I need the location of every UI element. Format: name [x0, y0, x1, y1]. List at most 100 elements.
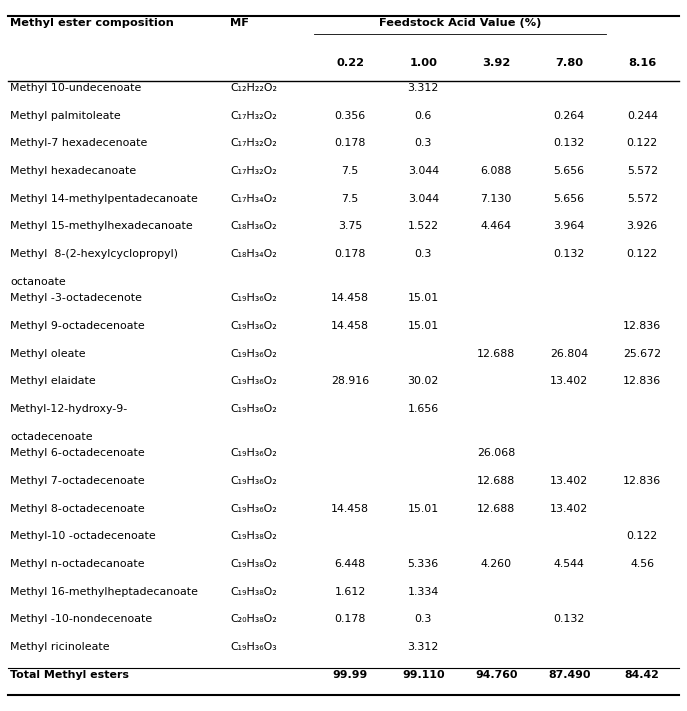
- Text: 0.178: 0.178: [335, 249, 366, 260]
- Text: 30.02: 30.02: [407, 376, 439, 386]
- Text: C₁₉H₃₆O₂: C₁₉H₃₆O₂: [230, 321, 277, 331]
- Text: C₁₉H₃₆O₂: C₁₉H₃₆O₂: [230, 448, 277, 458]
- Text: 3.312: 3.312: [407, 642, 439, 652]
- Text: C₁₉H₃₈O₂: C₁₉H₃₈O₂: [230, 587, 277, 597]
- Text: Feedstock Acid Value (%): Feedstock Acid Value (%): [379, 18, 541, 28]
- Text: 12.836: 12.836: [623, 476, 662, 486]
- Text: 3.75: 3.75: [338, 222, 362, 232]
- Text: C₁₉H₃₆O₂: C₁₉H₃₆O₂: [230, 476, 277, 486]
- Text: 4.260: 4.260: [481, 559, 512, 569]
- Text: Methyl 9-octadecenoate: Methyl 9-octadecenoate: [10, 321, 145, 331]
- Text: 0.264: 0.264: [554, 111, 585, 121]
- Text: Methyl 16-methylheptadecanoate: Methyl 16-methylheptadecanoate: [10, 587, 199, 597]
- Text: 4.544: 4.544: [554, 559, 585, 569]
- Text: 8.16: 8.16: [628, 58, 656, 68]
- Text: 0.356: 0.356: [335, 111, 366, 121]
- Text: C₁₉H₃₆O₂: C₁₉H₃₆O₂: [230, 404, 277, 414]
- Text: C₁₂H₂₂O₂: C₁₂H₂₂O₂: [230, 83, 277, 93]
- Text: Methyl oleate: Methyl oleate: [10, 348, 86, 358]
- Text: 0.178: 0.178: [335, 139, 366, 149]
- Text: C₁₇H₃₄O₂: C₁₇H₃₄O₂: [230, 194, 277, 204]
- Text: 7.80: 7.80: [555, 58, 583, 68]
- Text: Methyl 15-methylhexadecanoate: Methyl 15-methylhexadecanoate: [10, 222, 193, 232]
- Text: C₁₉H₃₆O₂: C₁₉H₃₆O₂: [230, 348, 277, 358]
- Text: C₂₀H₃₈O₂: C₂₀H₃₈O₂: [230, 614, 277, 624]
- Text: 25.672: 25.672: [623, 348, 662, 358]
- Text: 99.110: 99.110: [402, 670, 444, 680]
- Text: C₁₇H₃₂O₂: C₁₇H₃₂O₂: [230, 166, 277, 176]
- Text: 3.926: 3.926: [627, 222, 658, 232]
- Text: Methyl palmitoleate: Methyl palmitoleate: [10, 111, 121, 121]
- Text: 5.336: 5.336: [407, 559, 439, 569]
- Text: 1.612: 1.612: [335, 587, 366, 597]
- Text: 15.01: 15.01: [407, 503, 439, 513]
- Text: 1.334: 1.334: [407, 587, 439, 597]
- Text: 12.688: 12.688: [477, 476, 515, 486]
- Text: 0.122: 0.122: [627, 531, 658, 541]
- Text: C₁₉H₃₈O₂: C₁₉H₃₈O₂: [230, 559, 277, 569]
- Text: 1.656: 1.656: [407, 404, 439, 414]
- Text: 12.836: 12.836: [623, 321, 662, 331]
- Text: 0.132: 0.132: [554, 249, 585, 260]
- Text: 4.464: 4.464: [481, 222, 512, 232]
- Text: C₁₈H₃₄O₂: C₁₈H₃₄O₂: [230, 249, 277, 260]
- Text: octanoate: octanoate: [10, 277, 66, 287]
- Text: 4.56: 4.56: [630, 559, 654, 569]
- Text: Methyl-7 hexadecenoate: Methyl-7 hexadecenoate: [10, 139, 148, 149]
- Text: 0.3: 0.3: [414, 139, 432, 149]
- Text: Methyl 6-octadecenoate: Methyl 6-octadecenoate: [10, 448, 145, 458]
- Text: 6.448: 6.448: [335, 559, 365, 569]
- Text: 14.458: 14.458: [331, 293, 369, 303]
- Text: MF: MF: [230, 18, 249, 28]
- Text: 12.688: 12.688: [477, 503, 515, 513]
- Text: 3.312: 3.312: [407, 83, 439, 93]
- Text: 3.044: 3.044: [407, 194, 439, 204]
- Text: 3.92: 3.92: [482, 58, 510, 68]
- Text: Methyl elaidate: Methyl elaidate: [10, 376, 96, 386]
- Text: 3.044: 3.044: [407, 166, 439, 176]
- Text: 7.5: 7.5: [341, 194, 359, 204]
- Text: 13.402: 13.402: [550, 503, 588, 513]
- Text: 5.572: 5.572: [627, 194, 657, 204]
- Text: Methyl hexadecanoate: Methyl hexadecanoate: [10, 166, 137, 176]
- Text: 1.522: 1.522: [407, 222, 439, 232]
- Text: C₁₉H₃₆O₃: C₁₉H₃₆O₃: [230, 642, 277, 652]
- Text: C₁₇H₃₂O₂: C₁₇H₃₂O₂: [230, 111, 277, 121]
- Text: 15.01: 15.01: [407, 293, 439, 303]
- Text: 84.42: 84.42: [624, 670, 660, 680]
- Text: 0.6: 0.6: [414, 111, 432, 121]
- Text: C₁₇H₃₂O₂: C₁₇H₃₂O₂: [230, 139, 277, 149]
- Text: C₁₉H₃₈O₂: C₁₉H₃₈O₂: [230, 531, 277, 541]
- Text: Methyl 7-octadecenoate: Methyl 7-octadecenoate: [10, 476, 145, 486]
- Text: 87.490: 87.490: [548, 670, 591, 680]
- Text: Methyl ricinoleate: Methyl ricinoleate: [10, 642, 110, 652]
- Text: Methyl -10-nondecenoate: Methyl -10-nondecenoate: [10, 614, 153, 624]
- Text: 0.178: 0.178: [335, 614, 366, 624]
- Text: Methyl-10 -octadecenoate: Methyl-10 -octadecenoate: [10, 531, 156, 541]
- Text: Methyl 10-undecenoate: Methyl 10-undecenoate: [10, 83, 142, 93]
- Text: 6.088: 6.088: [480, 166, 512, 176]
- Text: 1.00: 1.00: [409, 58, 437, 68]
- Text: 0.132: 0.132: [554, 614, 585, 624]
- Text: 7.5: 7.5: [341, 166, 359, 176]
- Text: 99.99: 99.99: [333, 670, 368, 680]
- Text: 0.132: 0.132: [554, 139, 585, 149]
- Text: Methyl -3-octadecenote: Methyl -3-octadecenote: [10, 293, 142, 303]
- Text: octadecenoate: octadecenoate: [10, 432, 93, 442]
- Text: C₁₉H₃₆O₂: C₁₉H₃₆O₂: [230, 293, 277, 303]
- Text: Methyl ester composition: Methyl ester composition: [10, 18, 174, 28]
- Text: 94.760: 94.760: [475, 670, 517, 680]
- Text: 14.458: 14.458: [331, 503, 369, 513]
- Text: 12.836: 12.836: [623, 376, 662, 386]
- Text: Methyl 14-methylpentadecanoate: Methyl 14-methylpentadecanoate: [10, 194, 198, 204]
- Text: 7.130: 7.130: [480, 194, 512, 204]
- Text: 28.916: 28.916: [331, 376, 370, 386]
- Text: 5.656: 5.656: [554, 166, 585, 176]
- Text: Methyl 8-octadecenoate: Methyl 8-octadecenoate: [10, 503, 145, 513]
- Text: C₁₈H₃₆O₂: C₁₈H₃₆O₂: [230, 222, 277, 232]
- Text: 0.244: 0.244: [627, 111, 657, 121]
- Text: C₁₉H₃₆O₂: C₁₉H₃₆O₂: [230, 376, 277, 386]
- Text: 13.402: 13.402: [550, 476, 588, 486]
- Text: 0.122: 0.122: [627, 139, 658, 149]
- Text: 26.068: 26.068: [477, 448, 515, 458]
